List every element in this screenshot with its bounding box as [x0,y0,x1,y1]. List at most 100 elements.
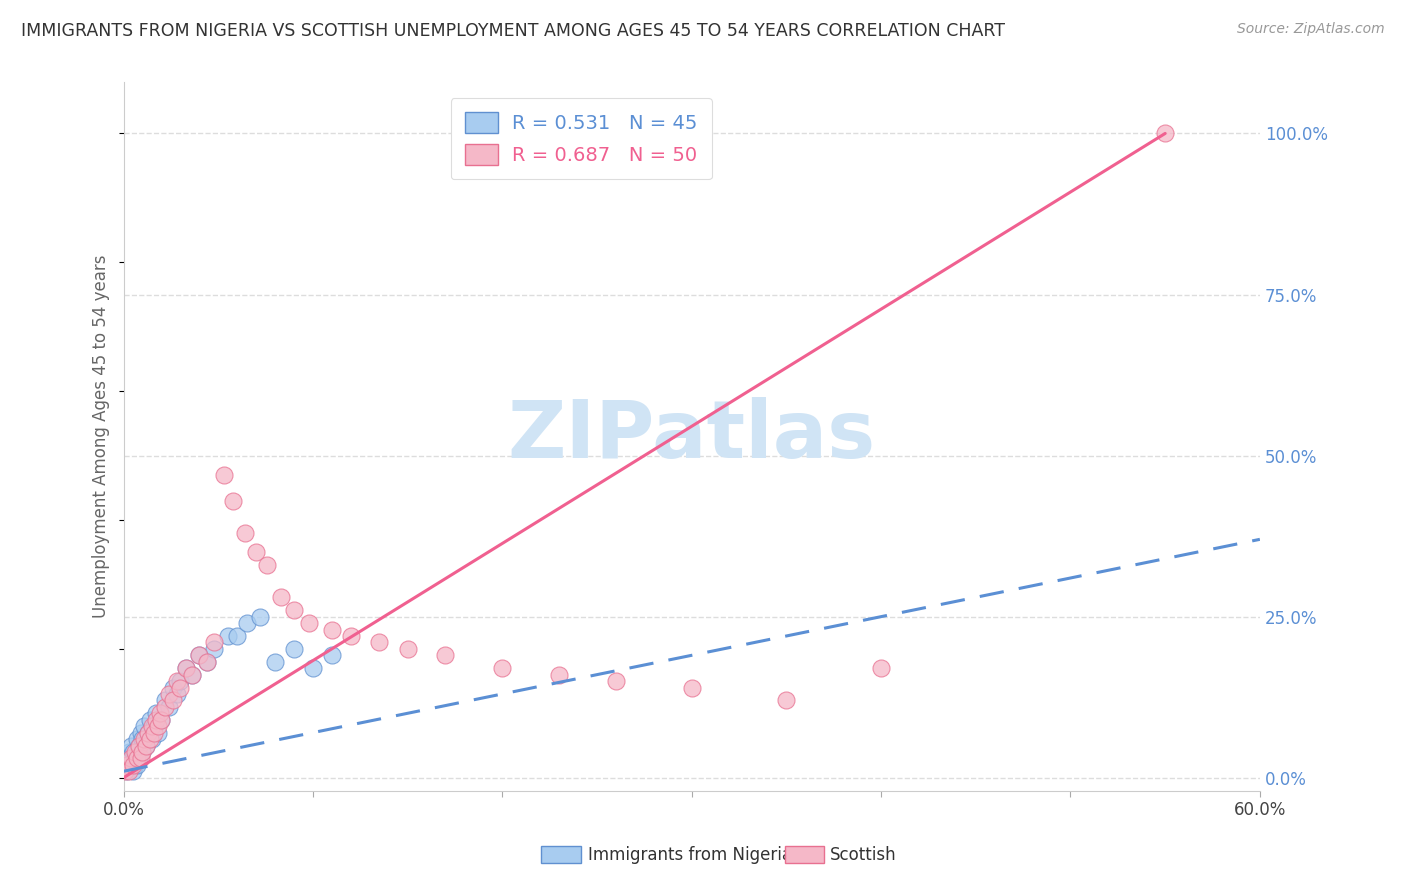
Point [134,719,156,733]
Point [302,661,325,675]
Point [142,719,165,733]
Point [217,629,239,643]
Point [146,719,169,733]
Point [120,751,142,765]
Point [195,655,218,669]
Point [114,764,136,779]
Point [120,739,142,753]
Point [188,648,211,663]
Point [368,635,391,649]
Point [131,745,153,759]
Point [117,764,139,779]
Point [153,699,176,714]
Point [283,603,305,617]
Point [870,661,893,675]
Point [270,591,292,605]
Point [142,725,165,739]
Point [131,745,153,759]
Point [298,616,321,631]
Point [169,674,191,689]
Point [117,751,139,765]
Point [204,635,226,649]
Point [162,681,184,695]
Text: IMMIGRANTS FROM NIGERIA VS SCOTTISH UNEMPLOYMENT AMONG AGES 45 TO 54 YEARS CORRE: IMMIGRANTS FROM NIGERIA VS SCOTTISH UNEM… [21,22,1005,40]
Point [249,609,271,624]
Text: ZIPatlas: ZIPatlas [508,397,876,475]
Point [122,757,145,772]
Point [136,725,159,739]
Point [235,616,257,631]
Point [605,674,627,689]
Point [174,661,197,675]
Point [166,687,188,701]
Point [136,725,159,739]
Point [141,719,163,733]
Point [681,681,703,695]
Point [139,713,162,727]
Point [124,751,146,765]
Point [283,641,305,656]
Point [145,706,167,721]
Point [245,545,267,559]
Point [124,757,146,772]
Point [222,493,245,508]
Point [124,745,146,759]
Point [204,641,226,656]
Point [321,623,343,637]
Point [188,648,211,663]
Point [118,757,141,772]
Point [125,751,148,765]
Point [141,732,163,747]
Text: Source: ZipAtlas.com: Source: ZipAtlas.com [1237,22,1385,37]
Point [128,751,150,765]
Point [233,525,256,540]
Point [174,661,197,675]
Point [129,751,152,765]
Point [145,713,167,727]
Point [166,674,188,689]
Point [139,732,162,747]
Point [153,693,176,707]
Point [180,667,202,681]
Point [146,725,169,739]
Point [148,706,170,721]
Point [212,467,235,482]
Point [128,739,150,753]
Point [135,739,157,753]
Point [128,739,150,753]
Point [195,655,218,669]
Y-axis label: Unemployment Among Ages 45 to 54 years: Unemployment Among Ages 45 to 54 years [93,254,110,618]
Point [169,681,191,695]
Point [122,745,145,759]
Point [256,558,278,573]
Point [118,745,141,759]
Point [321,648,343,663]
Point [150,713,173,727]
Text: Scottish: Scottish [830,846,896,863]
Point [434,648,457,663]
Point [157,699,180,714]
Point [264,655,287,669]
Point [131,732,153,747]
Point [125,732,148,747]
Text: Immigrants from Nigeria: Immigrants from Nigeria [588,846,792,863]
Point [775,693,797,707]
Point [162,693,184,707]
Point [226,629,249,643]
Legend: R = 0.531   N = 45, R = 0.687   N = 50: R = 0.531 N = 45, R = 0.687 N = 50 [451,98,711,179]
Point [117,757,139,772]
Point [339,629,361,643]
Point [125,757,148,772]
Point [396,641,419,656]
Point [114,757,136,772]
Point [120,751,142,765]
Point [135,739,157,753]
Point [491,661,513,675]
Point [134,732,156,747]
Point [157,687,180,701]
Point [180,667,202,681]
Point [548,667,571,681]
Point [150,713,173,727]
Point [129,725,152,739]
Point [1154,127,1177,141]
